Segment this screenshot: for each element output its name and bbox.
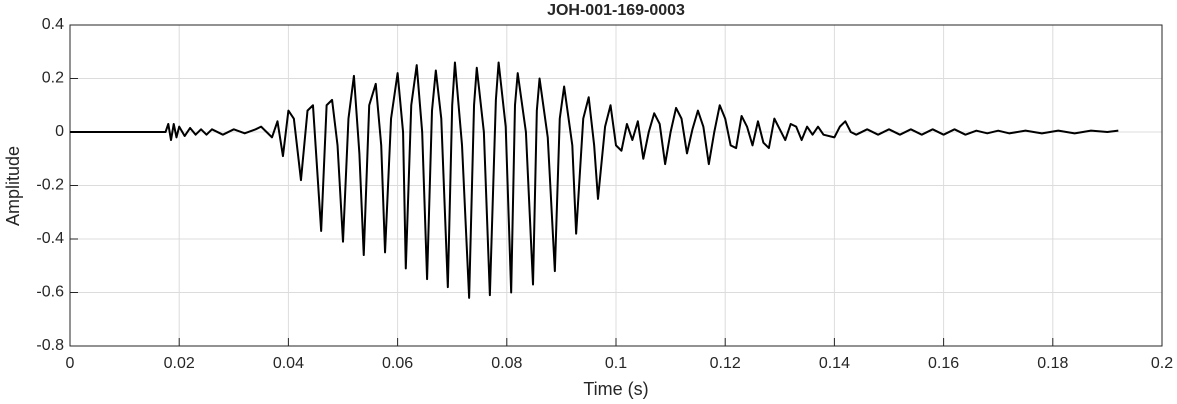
x-tick-label: 0.14 — [819, 355, 850, 372]
plot-frame — [69, 24, 1163, 347]
y-tick-label: -0.6 — [36, 284, 64, 301]
y-tick-label: 0.4 — [42, 16, 64, 33]
x-tick-label: 0.12 — [710, 355, 741, 372]
x-tick-label: 0.06 — [382, 355, 413, 372]
x-tick-label: 0.08 — [491, 355, 522, 372]
y-tick-label: 0.2 — [42, 70, 64, 87]
x-tick-label: 0.04 — [273, 355, 304, 372]
x-tick-label: 0.16 — [928, 355, 959, 372]
x-tick-label: 0.18 — [1037, 355, 1068, 372]
y-tick-label: -0.4 — [36, 230, 64, 247]
y-tick-label: 0 — [55, 123, 64, 140]
x-axis-label: Time (s) — [583, 379, 648, 399]
y-tick-label: -0.2 — [36, 177, 64, 194]
y-tick-label: -0.8 — [36, 337, 64, 354]
x-tick-label: 0.1 — [605, 355, 627, 372]
y-axis-label: Amplitude — [3, 146, 23, 226]
x-tick-label: 0.2 — [1151, 355, 1173, 372]
waveform-line — [70, 61, 1119, 299]
x-tick-label: 0.02 — [164, 355, 195, 372]
x-tick-label: 0 — [66, 355, 75, 372]
chart-title: JOH-001-169-0003 — [547, 2, 685, 19]
